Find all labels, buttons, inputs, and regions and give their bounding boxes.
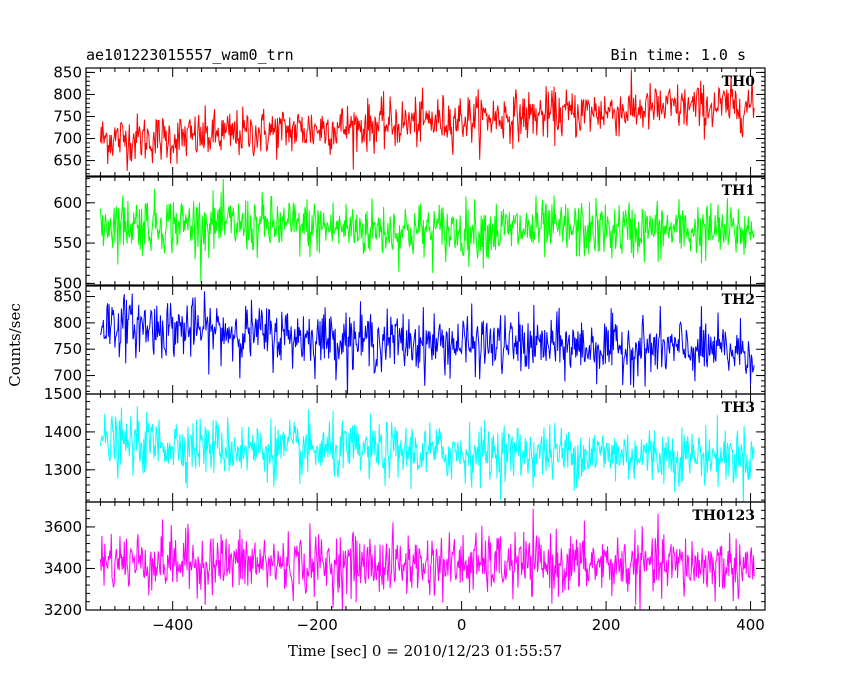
- y-tick-label: 1400: [44, 423, 82, 441]
- panel-th3: 1300 1400 1500 TH3: [44, 385, 766, 503]
- panel-label: TH0: [722, 74, 756, 90]
- x-tick-label: −200: [297, 616, 338, 634]
- y-tick-label: 800: [53, 314, 82, 332]
- series-th0: [99, 69, 755, 171]
- y-tick-label: 800: [53, 85, 82, 103]
- y-tick-label: 3200: [44, 601, 82, 619]
- bin-time-label: Bin time: 1.0 s: [611, 46, 746, 64]
- y-tick-label: 850: [53, 288, 82, 306]
- y-tick-label: 3600: [44, 518, 82, 536]
- y-tick-label: 700: [53, 130, 82, 148]
- panel-label: TH0123: [692, 508, 755, 524]
- panel-frame: [85, 501, 766, 611]
- x-tick-label: 400: [736, 616, 765, 634]
- y-tick-label: 750: [53, 107, 82, 125]
- panel-th2: 700 750 800 850 TH2: [53, 285, 766, 395]
- series-th0123: [99, 508, 755, 610]
- y-tick-label: 3400: [44, 559, 82, 577]
- x-tick-label: 200: [592, 616, 621, 634]
- panel-th1: 500 550 600 TH1: [53, 176, 766, 292]
- y-tick-label: 650: [53, 152, 82, 170]
- panel-label: TH2: [722, 292, 755, 308]
- panel-frame: [85, 176, 766, 286]
- panel-label: TH3: [722, 400, 755, 416]
- figure-title: ae101223015557_wam0_trn: [86, 46, 294, 64]
- panel-th0123: 3200 3400 3600 TH0123: [44, 501, 766, 619]
- series-th2: [99, 291, 755, 394]
- series-th3: [99, 405, 755, 502]
- y-tick-label: 750: [53, 340, 82, 358]
- panel-frame: [85, 67, 766, 177]
- y-axis-label: Counts/sec: [6, 303, 24, 387]
- y-tick-label: 1300: [44, 461, 82, 479]
- y-tick-label: 550: [53, 234, 82, 252]
- y-tick-label: 600: [53, 194, 82, 212]
- x-axis-label: Time [sec] 0 = 2010/12/23 01:55:57: [288, 642, 562, 660]
- panel-label: TH1: [722, 183, 755, 199]
- x-tick-label: 0: [457, 616, 467, 634]
- panel-th0: 650 700 750 800 850 TH0: [53, 63, 766, 177]
- panels-group: 650 700 750 800 850 TH0 500 550 600 TH1 700 750 800 8…: [44, 63, 766, 634]
- y-tick-label: 700: [53, 367, 82, 385]
- y-tick-label: 1500: [44, 385, 82, 403]
- y-tick-label: 500: [53, 274, 82, 292]
- y-tick-label: 850: [53, 63, 82, 81]
- series-th1: [99, 179, 755, 283]
- x-tick-label: −400: [152, 616, 193, 634]
